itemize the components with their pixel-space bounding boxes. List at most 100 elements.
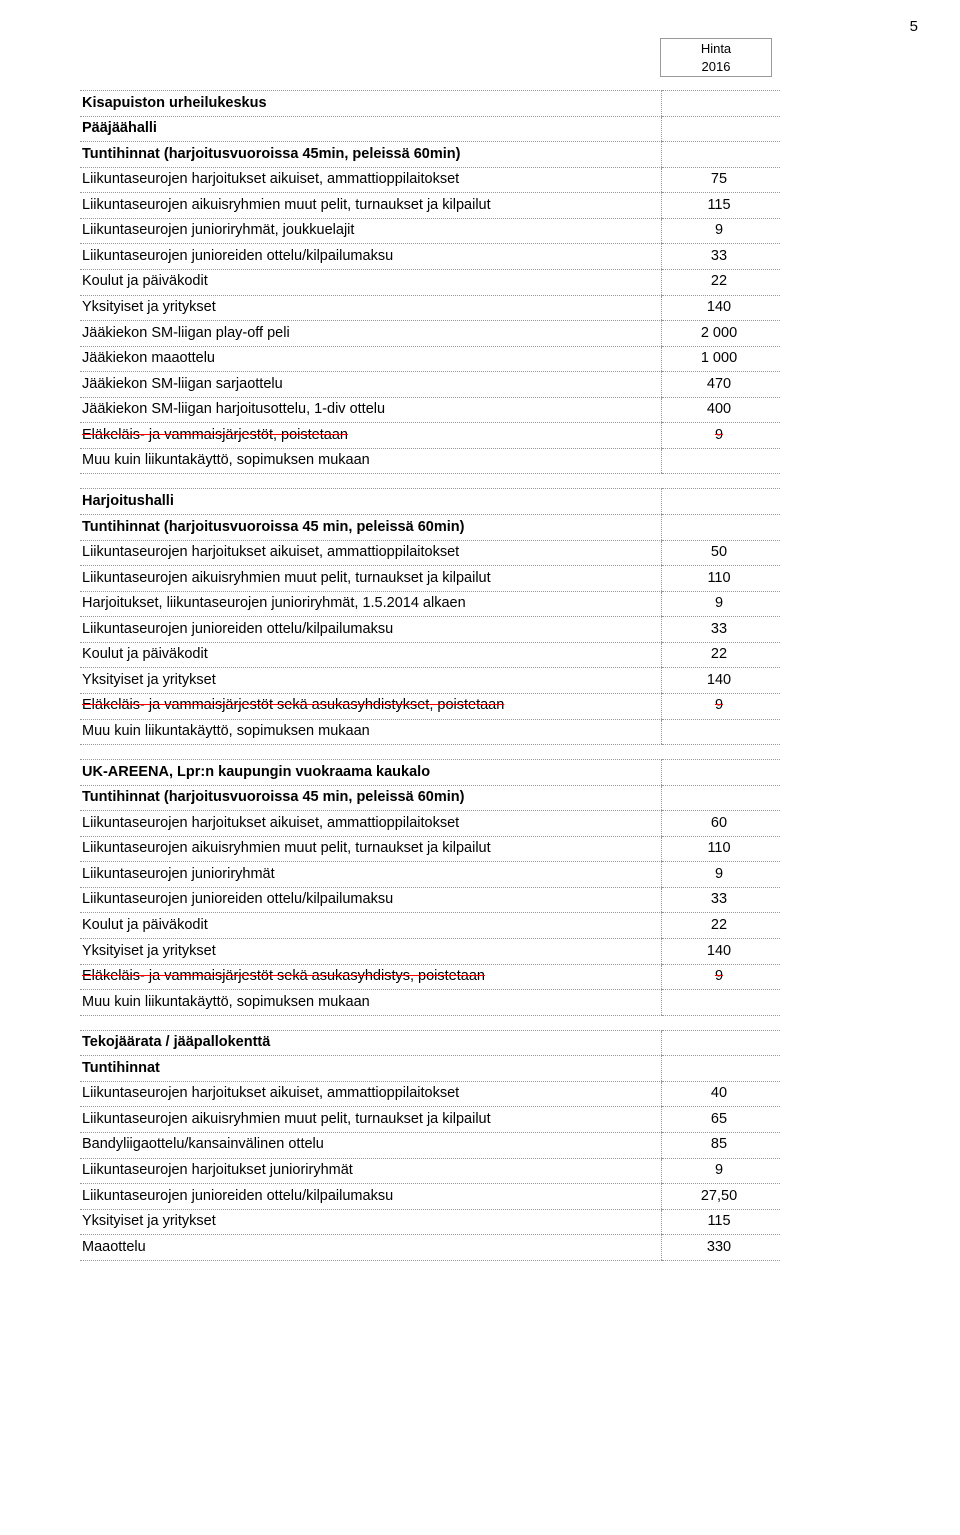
row-label: Muu kuin liikuntakäyttö, sopimuksen muka… xyxy=(80,719,662,745)
row-label: Jääkiekon SM-liigan play-off peli xyxy=(80,321,662,347)
row-value xyxy=(662,1056,781,1082)
row-value: 85 xyxy=(662,1132,781,1158)
row-value: 115 xyxy=(662,193,781,219)
table-row: Harjoitukset, liikuntaseurojen junioriry… xyxy=(80,591,780,617)
row-value: 33 xyxy=(662,887,781,913)
table-row: Tekojäärata / jääpallokenttä xyxy=(80,1030,780,1056)
row-label: Liikuntaseurojen aikuisryhmien muut peli… xyxy=(80,1107,662,1133)
row-label: Yksityiset ja yritykset xyxy=(80,295,662,321)
row-value: 115 xyxy=(662,1209,781,1235)
table-row: Bandyliigaottelu/kansainvälinen ottelu85 xyxy=(80,1132,780,1158)
row-label: Harjoitushalli xyxy=(80,489,662,515)
table-row: Muu kuin liikuntakäyttö, sopimuksen muka… xyxy=(80,990,780,1016)
row-label: Koulut ja päiväkodit xyxy=(80,642,662,668)
table-row: Liikuntaseurojen junioreiden ottelu/kilp… xyxy=(80,887,780,913)
row-label: Liikuntaseurojen junioreiden ottelu/kilp… xyxy=(80,244,662,270)
row-value xyxy=(662,760,781,786)
table-row: Koulut ja päiväkodit22 xyxy=(80,913,780,939)
row-label: Jääkiekon maaottelu xyxy=(80,346,662,372)
table-row: Liikuntaseurojen harjoitukset aikuiset, … xyxy=(80,540,780,566)
table-row: Liikuntaseurojen aikuisryhmien muut peli… xyxy=(80,193,780,219)
price-header-line2: 2016 xyxy=(661,58,771,76)
table-row: Harjoitushalli xyxy=(80,489,780,515)
row-label: Muu kuin liikuntakäyttö, sopimuksen muka… xyxy=(80,990,662,1016)
row-label: Muu kuin liikuntakäyttö, sopimuksen muka… xyxy=(80,448,662,474)
row-value: 75 xyxy=(662,167,781,193)
table-row: Kisapuiston urheilukeskus xyxy=(80,91,780,117)
row-label: Jääkiekon SM-liigan harjoitusottelu, 1-d… xyxy=(80,397,662,423)
row-label: Liikuntaseurojen harjoitukset junioriryh… xyxy=(80,1158,662,1184)
row-value: 140 xyxy=(662,295,781,321)
price-table: Kisapuiston urheilukeskusPääjäähalliTunt… xyxy=(80,90,780,1261)
row-label: Harjoitukset, liikuntaseurojen junioriry… xyxy=(80,591,662,617)
row-value: 400 xyxy=(662,397,781,423)
row-label: Tekojäärata / jääpallokenttä xyxy=(80,1030,662,1056)
row-value xyxy=(662,489,781,515)
row-label: Liikuntaseurojen junioriryhmät xyxy=(80,862,662,888)
row-value: 40 xyxy=(662,1081,781,1107)
table-row: Liikuntaseurojen aikuisryhmien muut peli… xyxy=(80,836,780,862)
row-value: 22 xyxy=(662,913,781,939)
row-value: 140 xyxy=(662,939,781,965)
table-row: Tuntihinnat (harjoitusvuoroissa 45 min, … xyxy=(80,515,780,541)
section-spacer xyxy=(80,1015,780,1030)
row-value xyxy=(662,719,781,745)
row-value xyxy=(662,116,781,142)
table-row: Liikuntaseurojen junioriryhmät, joukkuel… xyxy=(80,218,780,244)
row-label: Liikuntaseurojen aikuisryhmien muut peli… xyxy=(80,836,662,862)
row-label: Koulut ja päiväkodit xyxy=(80,269,662,295)
row-value: 9 xyxy=(662,693,781,719)
table-row: Yksityiset ja yritykset140 xyxy=(80,939,780,965)
table-row: Tuntihinnat (harjoitusvuoroissa 45 min, … xyxy=(80,785,780,811)
row-label: Liikuntaseurojen junioriryhmät, joukkuel… xyxy=(80,218,662,244)
table-row: Tuntihinnat xyxy=(80,1056,780,1082)
row-value xyxy=(662,142,781,168)
table-row: Jääkiekon maaottelu1 000 xyxy=(80,346,780,372)
row-value: 27,50 xyxy=(662,1184,781,1210)
table-row: Pääjäähalli xyxy=(80,116,780,142)
row-value xyxy=(662,515,781,541)
section-spacer xyxy=(80,745,780,760)
row-label: Liikuntaseurojen harjoitukset aikuiset, … xyxy=(80,540,662,566)
table-row: Koulut ja päiväkodit22 xyxy=(80,269,780,295)
row-label: Liikuntaseurojen aikuisryhmien muut peli… xyxy=(80,193,662,219)
price-header-line1: Hinta xyxy=(661,40,771,58)
table-row: Yksityiset ja yritykset140 xyxy=(80,295,780,321)
row-label: Yksityiset ja yritykset xyxy=(80,939,662,965)
row-value: 9 xyxy=(662,862,781,888)
row-value: 60 xyxy=(662,811,781,837)
table-row: Yksityiset ja yritykset140 xyxy=(80,668,780,694)
row-label: Kisapuiston urheilukeskus xyxy=(80,91,662,117)
table-row: Liikuntaseurojen harjoitukset aikuiset, … xyxy=(80,167,780,193)
row-value: 330 xyxy=(662,1235,781,1261)
row-value: 33 xyxy=(662,617,781,643)
row-value: 33 xyxy=(662,244,781,270)
row-label: Eläkeläis- ja vammaisjärjestöt sekä asuk… xyxy=(80,693,662,719)
page: 5 Hinta 2016 Kisapuiston urheilukeskusPä… xyxy=(0,0,960,1301)
table-row: Eläkeläis- ja vammaisjärjestöt sekä asuk… xyxy=(80,693,780,719)
table-row: Liikuntaseurojen junioreiden ottelu/kilp… xyxy=(80,1184,780,1210)
row-value: 110 xyxy=(662,836,781,862)
row-value xyxy=(662,448,781,474)
row-value: 9 xyxy=(662,423,781,449)
table-row: Muu kuin liikuntakäyttö, sopimuksen muka… xyxy=(80,719,780,745)
row-label: Tuntihinnat (harjoitusvuoroissa 45min, p… xyxy=(80,142,662,168)
row-label: Liikuntaseurojen junioreiden ottelu/kilp… xyxy=(80,887,662,913)
table-row: Yksityiset ja yritykset115 xyxy=(80,1209,780,1235)
table-row: Liikuntaseurojen junioreiden ottelu/kilp… xyxy=(80,244,780,270)
section-spacer xyxy=(80,474,780,489)
page-number: 5 xyxy=(910,18,918,35)
table-row: Maaottelu330 xyxy=(80,1235,780,1261)
table-row: Jääkiekon SM-liigan sarjaottelu470 xyxy=(80,372,780,398)
row-label: Yksityiset ja yritykset xyxy=(80,1209,662,1235)
row-value: 9 xyxy=(662,591,781,617)
row-label: Tuntihinnat (harjoitusvuoroissa 45 min, … xyxy=(80,785,662,811)
row-label: Liikuntaseurojen harjoitukset aikuiset, … xyxy=(80,167,662,193)
row-label: Yksityiset ja yritykset xyxy=(80,668,662,694)
table-row: Liikuntaseurojen junioreiden ottelu/kilp… xyxy=(80,617,780,643)
row-value: 2 000 xyxy=(662,321,781,347)
row-label: Liikuntaseurojen junioreiden ottelu/kilp… xyxy=(80,1184,662,1210)
row-label: Pääjäähalli xyxy=(80,116,662,142)
table-row: Jääkiekon SM-liigan harjoitusottelu, 1-d… xyxy=(80,397,780,423)
row-label: Liikuntaseurojen harjoitukset aikuiset, … xyxy=(80,1081,662,1107)
